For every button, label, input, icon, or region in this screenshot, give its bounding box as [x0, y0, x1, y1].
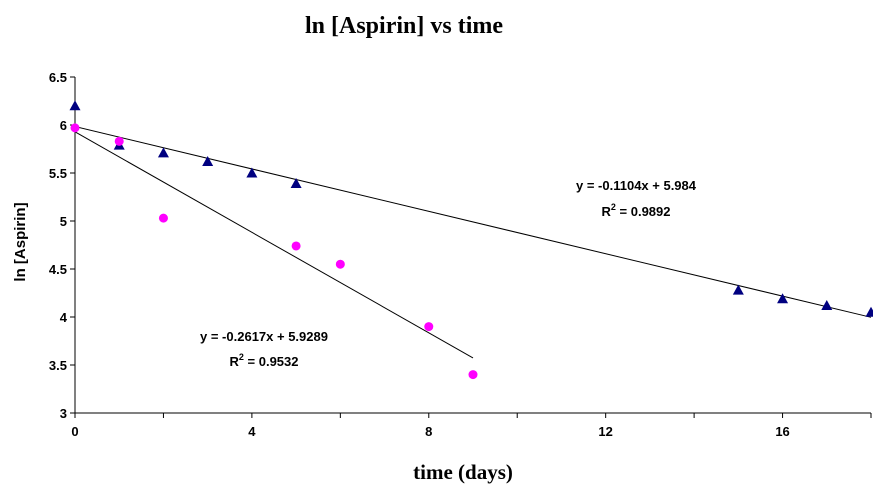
x-axis-label: time (days) [413, 460, 513, 484]
y-tick-label: 6 [60, 118, 67, 133]
series-1-point [246, 167, 258, 178]
series-1-point [290, 178, 302, 189]
trendlines [74, 126, 872, 359]
series-1-point [202, 155, 214, 166]
x-tick-label: 0 [71, 424, 78, 439]
series-2-point [291, 241, 301, 251]
y-tick-label: 3 [60, 406, 67, 421]
series-1-r2: R2 = 0.9892 [602, 202, 671, 219]
series-1-point [69, 100, 81, 111]
y-axis-ticks: 3 3.5 4 4.5 5 5.5 6 6.5 [49, 70, 75, 421]
y-tick-label: 4 [60, 310, 68, 325]
y-tick-label: 5.5 [49, 166, 67, 181]
y-tick-label: 3.5 [49, 358, 67, 373]
x-tick-label: 16 [775, 424, 789, 439]
series-2-point [468, 370, 478, 380]
series-2-point [158, 213, 168, 223]
series-2-point [424, 322, 434, 332]
series-1-point [865, 306, 873, 317]
series-2-r2: R2 = 0.9532 [230, 352, 299, 369]
y-tick-label: 4.5 [49, 262, 67, 277]
y-tick-label: 5 [60, 214, 67, 229]
y-axis-label: ln [Aspirin] [12, 202, 29, 281]
series-1-point [777, 293, 789, 304]
series-2-point [335, 259, 345, 269]
series-1-point [821, 299, 833, 310]
trendline-series-1 [74, 126, 872, 318]
data-points [69, 100, 873, 380]
series-2-equation: y = -0.2617x + 5.9289 [200, 329, 328, 344]
trendline-series-2 [74, 131, 474, 359]
series-2-point [70, 123, 80, 133]
chart-title: ln [Aspirin] vs time [305, 13, 503, 39]
y-tick-label: 6.5 [49, 70, 67, 85]
series-1-point [157, 147, 169, 158]
x-tick-label: 12 [598, 424, 612, 439]
x-tick-label: 8 [425, 424, 432, 439]
series-1-point [732, 284, 744, 295]
series-1-equation: y = -0.1104x + 5.984 [576, 178, 697, 193]
x-tick-label: 4 [248, 424, 256, 439]
series-2-point [114, 136, 124, 146]
x-axis-ticks: 0 4 8 12 16 [71, 413, 872, 439]
